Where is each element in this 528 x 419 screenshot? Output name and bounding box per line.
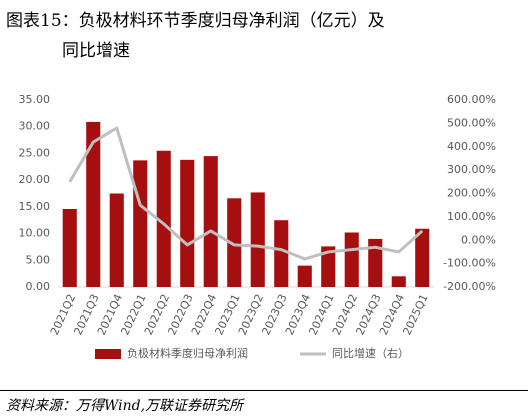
y-tick-label: 35.00 bbox=[19, 93, 51, 106]
bar bbox=[391, 276, 406, 287]
y2-tick-label: 300.00% bbox=[447, 163, 496, 176]
bar bbox=[109, 193, 124, 287]
legend-swatch bbox=[95, 349, 121, 359]
bar bbox=[368, 238, 383, 287]
y-tick-label: 20.00 bbox=[19, 173, 51, 186]
separator bbox=[0, 390, 528, 391]
bar bbox=[415, 228, 430, 287]
legend-label: 同比增速（右） bbox=[332, 346, 409, 360]
y2-tick-label: -100.00% bbox=[443, 257, 496, 270]
bar bbox=[274, 220, 289, 287]
chart-title: 图表15：负极材料环节季度归母净利润（亿元）及 同比增速 bbox=[6, 11, 385, 61]
bar bbox=[133, 160, 148, 287]
y2-tick-label: 100.00% bbox=[447, 210, 496, 223]
line bbox=[68, 126, 424, 261]
bar bbox=[344, 232, 359, 287]
bar bbox=[180, 159, 195, 287]
bar bbox=[250, 192, 265, 287]
y2-tick-label: 400.00% bbox=[447, 140, 496, 153]
y-tick-label: 5.00 bbox=[26, 253, 51, 266]
bar bbox=[297, 265, 312, 287]
y2-tick-label: -200.00% bbox=[443, 280, 496, 293]
y-tick-label: 10.00 bbox=[19, 227, 51, 240]
bar bbox=[321, 246, 336, 287]
y-tick-label: 15.00 bbox=[19, 200, 51, 213]
bar bbox=[203, 156, 218, 287]
y2-tick-label: 200.00% bbox=[447, 187, 496, 200]
chart: 0.00 5.00 10.00 15.00 20.00 25.00 30.00 35.00 -2… bbox=[19, 93, 497, 360]
bar bbox=[86, 121, 101, 287]
y-tick-label: 25.00 bbox=[19, 146, 51, 159]
y-tick-label: 0.00 bbox=[26, 280, 51, 293]
y2-tick-label: 0.00% bbox=[461, 233, 496, 246]
y2-tick-label: 500.00% bbox=[447, 116, 496, 129]
bar bbox=[227, 198, 242, 287]
legend-label: 负极材料季度归母净利润 bbox=[127, 346, 248, 360]
bar bbox=[156, 150, 171, 287]
source-note: 资料来源：万得Wind,万联证券研究所 bbox=[6, 398, 244, 414]
y-tick-label: 30.00 bbox=[19, 120, 51, 133]
y2-tick-label: 600.00% bbox=[447, 93, 496, 106]
bar bbox=[62, 208, 77, 287]
